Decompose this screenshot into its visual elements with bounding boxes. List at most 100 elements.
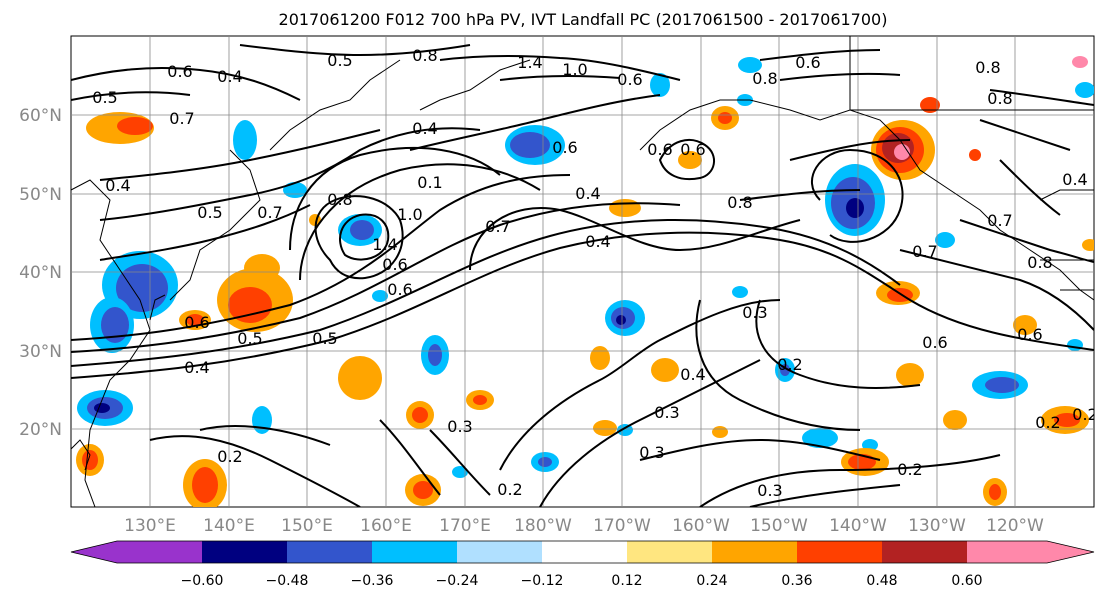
contour-label: 1.0 xyxy=(562,60,587,79)
colorbar-bin xyxy=(882,541,967,563)
colorbar-tick-label: 0.36 xyxy=(781,573,812,589)
contour-label: 0.5 xyxy=(327,51,352,70)
contour-label: 0.3 xyxy=(447,417,472,436)
lon-label: 160°W xyxy=(672,516,730,536)
colorbar-tick-label: 0.60 xyxy=(951,573,982,589)
colorbar-bin xyxy=(542,541,627,563)
contour-label: 0.2 xyxy=(1035,413,1060,432)
contour-label: 0.8 xyxy=(1027,253,1052,272)
contour-label: 0.1 xyxy=(417,173,442,192)
contour-label: 1.4 xyxy=(517,53,542,72)
colorbar-tick-label: −0.60 xyxy=(181,573,224,589)
lon-label: 160°E xyxy=(360,516,412,536)
ivt-contours xyxy=(71,44,1094,507)
contour-label: 0.2 xyxy=(897,460,922,479)
lon-label: 180°W xyxy=(514,516,572,536)
contour-label: 0.5 xyxy=(237,329,262,348)
lat-label: 60°N xyxy=(19,106,62,126)
colorbar-bin xyxy=(457,541,542,563)
lon-label: 150°E xyxy=(281,516,333,536)
lat-label: 40°N xyxy=(19,263,62,283)
contour-label: 0.7 xyxy=(257,203,282,222)
colorbar-tick-label: −0.48 xyxy=(266,573,309,589)
colorbar-tick-label: −0.12 xyxy=(521,573,564,589)
contour-label: 0.8 xyxy=(327,190,352,209)
graticule xyxy=(71,36,1094,507)
contour-label: 0.6 xyxy=(167,62,192,81)
contour-label: 0.5 xyxy=(312,329,337,348)
lon-label: 170°W xyxy=(593,516,651,536)
lon-label: 130°E xyxy=(124,516,176,536)
contour-label: 0.6 xyxy=(680,140,705,159)
colorbar-extend-high xyxy=(1047,541,1094,563)
contour-label: 0.6 xyxy=(552,138,577,157)
contour-label: 0.2 xyxy=(1072,405,1097,424)
lon-label: 170°E xyxy=(439,516,491,536)
contour-label: 0.4 xyxy=(184,358,209,377)
contour-label: 0.7 xyxy=(169,109,194,128)
lon-label: 130°W xyxy=(908,516,966,536)
contour-label: 0.7 xyxy=(485,217,510,236)
contour-label: 0.2 xyxy=(777,355,802,374)
map-panel: 0.8 0.5 0.6 0.4 0.7 0.5 0.4 0.6 0.4 0.5 … xyxy=(70,35,1097,508)
contour-label: 0.6 xyxy=(184,313,209,332)
contour-label: 0.8 xyxy=(752,69,777,88)
lat-label: 20°N xyxy=(19,420,62,440)
colorbar-ticks: −0.60 −0.48 −0.36 −0.24 −0.12 0.12 0.24 … xyxy=(181,573,983,589)
contour-label: 0.6 xyxy=(795,53,820,72)
colorbar-bin xyxy=(117,541,202,563)
contour-label: 1.0 xyxy=(397,205,422,224)
colorbar-extend-low xyxy=(71,541,117,563)
contour-label: 0.7 xyxy=(987,211,1012,230)
colorbar-tick-label: −0.36 xyxy=(351,573,394,589)
lon-label: 140°W xyxy=(829,516,887,536)
lat-label: 50°N xyxy=(19,185,62,205)
lon-label: 140°E xyxy=(203,516,255,536)
contour-label: 0.3 xyxy=(654,403,679,422)
contour-label: 0.2 xyxy=(497,480,522,499)
colorbar-tick-label: −0.24 xyxy=(436,573,479,589)
contour-label: 0.4 xyxy=(412,119,437,138)
colorbar-bin xyxy=(202,541,287,563)
contour-label: 0.5 xyxy=(92,88,117,107)
colorbar-tick-label: 0.48 xyxy=(866,573,897,589)
contour-label: 1.4 xyxy=(372,235,397,254)
colorbar-bin xyxy=(797,541,882,563)
colorbar-bin xyxy=(627,541,712,563)
contour-label: 0.3 xyxy=(757,481,782,500)
contour-label: 0.2 xyxy=(217,447,242,466)
contour-label: 0.4 xyxy=(585,232,610,251)
contour-label: 0.5 xyxy=(197,203,222,222)
positive-anomaly-shading xyxy=(76,56,1094,507)
latitude-labels: 60°N 50°N 40°N 30°N 20°N xyxy=(19,106,62,440)
colorbar-bin xyxy=(372,541,457,563)
contour-label: 0.4 xyxy=(1062,170,1087,189)
coastlines xyxy=(71,59,1094,507)
map-title: 2017061200 F012 700 hPa PV, IVT Landfall… xyxy=(279,10,888,29)
contour-label: 0.4 xyxy=(217,67,242,86)
contour-label: 0.8 xyxy=(727,193,752,212)
contour-label: 0.3 xyxy=(742,303,767,322)
longitude-labels: 130°E 140°E 150°E 160°E 170°E 180°W 170°… xyxy=(124,516,1044,536)
contour-label: 0.7 xyxy=(912,242,937,261)
contour-label: 0.4 xyxy=(105,176,130,195)
contour-label: 0.8 xyxy=(975,58,1000,77)
contour-label: 0.8 xyxy=(412,46,437,65)
contour-label: 0.6 xyxy=(387,280,412,299)
contour-label: 0.6 xyxy=(617,70,642,89)
colorbar-tick-label: 0.24 xyxy=(696,573,727,589)
colorbar-bin xyxy=(712,541,797,563)
contour-label: 0.4 xyxy=(575,184,600,203)
contour-label: 0.3 xyxy=(639,443,664,462)
colorbar-bin xyxy=(967,541,1047,563)
contour-labels: 0.8 0.5 0.6 0.4 0.7 0.5 0.4 0.6 0.4 0.5 … xyxy=(92,46,1097,500)
colorbar: −0.60 −0.48 −0.36 −0.24 −0.12 0.12 0.24 … xyxy=(70,540,1095,589)
lon-label: 150°W xyxy=(750,516,808,536)
lat-label: 30°N xyxy=(19,342,62,362)
colorbar-tick-label: 0.12 xyxy=(611,573,642,589)
contour-label: 0.6 xyxy=(1017,325,1042,344)
contour-label: 0.4 xyxy=(680,365,705,384)
colorbar-bin xyxy=(287,541,372,563)
negative-anomaly-shading xyxy=(77,57,1094,478)
